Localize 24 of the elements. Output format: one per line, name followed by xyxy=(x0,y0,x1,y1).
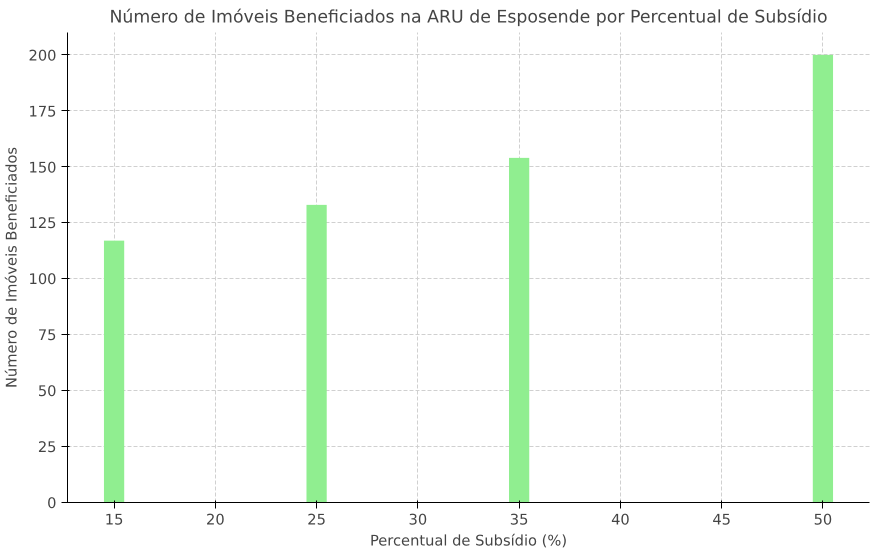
y-tick-label: 50 xyxy=(38,383,57,400)
bar xyxy=(812,54,834,502)
x-tick-label: 15 xyxy=(104,512,124,528)
y-tick-label: 200 xyxy=(28,47,57,64)
y-tick-label: 100 xyxy=(28,271,57,288)
bar xyxy=(306,204,327,502)
x-tick-label: 45 xyxy=(712,512,731,528)
y-tick-label: 175 xyxy=(28,103,57,120)
x-tick-label: 20 xyxy=(206,512,225,528)
y-tick-label: 25 xyxy=(38,439,57,456)
bar xyxy=(104,240,124,502)
y-tick-label: 150 xyxy=(28,159,57,176)
x-tick-label: 40 xyxy=(611,512,630,528)
x-axis-title: Percentual de Subsídio (%) xyxy=(370,532,568,550)
chart-title: Número de Imóveis Beneficiados na ARU de Esposende por Percentual de Subsídio xyxy=(109,8,828,28)
x-tick-label: 25 xyxy=(307,512,326,528)
y-tick-label: 0 xyxy=(47,495,57,512)
y-tick-label: 75 xyxy=(38,327,57,344)
x-tick-label: 30 xyxy=(408,512,428,528)
y-axis-title: Número de Imóveis Beneficiados xyxy=(4,146,21,388)
x-tick-label: 35 xyxy=(510,512,528,528)
y-tick-label: 125 xyxy=(28,215,57,232)
bar xyxy=(509,158,530,502)
x-tick-label: 50 xyxy=(814,512,832,528)
